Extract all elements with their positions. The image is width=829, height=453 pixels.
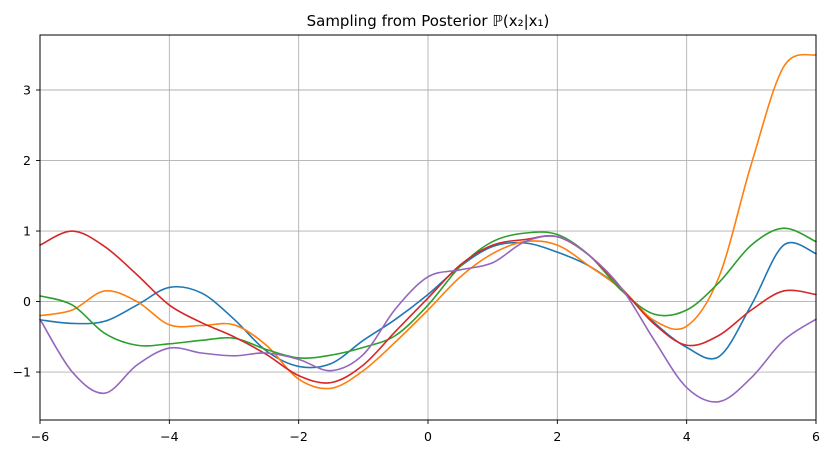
sample-line-3 — [39, 227, 817, 359]
ticks: −6 −4 −2 0 2 4 6 −1 0 1 2 3 — [13, 83, 820, 445]
y-tick-label: 3 — [23, 83, 31, 98]
series-lines — [39, 53, 817, 403]
x-tick-label: 6 — [812, 429, 820, 444]
sample-line-4 — [39, 230, 817, 384]
sample-line-5 — [39, 235, 817, 403]
grid — [39, 35, 817, 420]
sample-line-2 — [39, 53, 817, 390]
y-tick-label: 1 — [23, 224, 31, 239]
y-tick-label: 2 — [23, 153, 31, 168]
x-tick-label: −2 — [289, 429, 307, 444]
y-tick-label: 0 — [23, 294, 31, 309]
y-tick-label: −1 — [13, 365, 31, 380]
chart-title: Sampling from Posterior ℙ(x₂|x₁) — [307, 12, 550, 30]
x-tick-label: −6 — [31, 429, 49, 444]
x-tick-label: 2 — [553, 429, 561, 444]
x-tick-label: −4 — [160, 429, 178, 444]
x-tick-label: 0 — [424, 429, 432, 444]
sample-line-1 — [39, 241, 817, 369]
x-tick-label: 4 — [683, 429, 691, 444]
